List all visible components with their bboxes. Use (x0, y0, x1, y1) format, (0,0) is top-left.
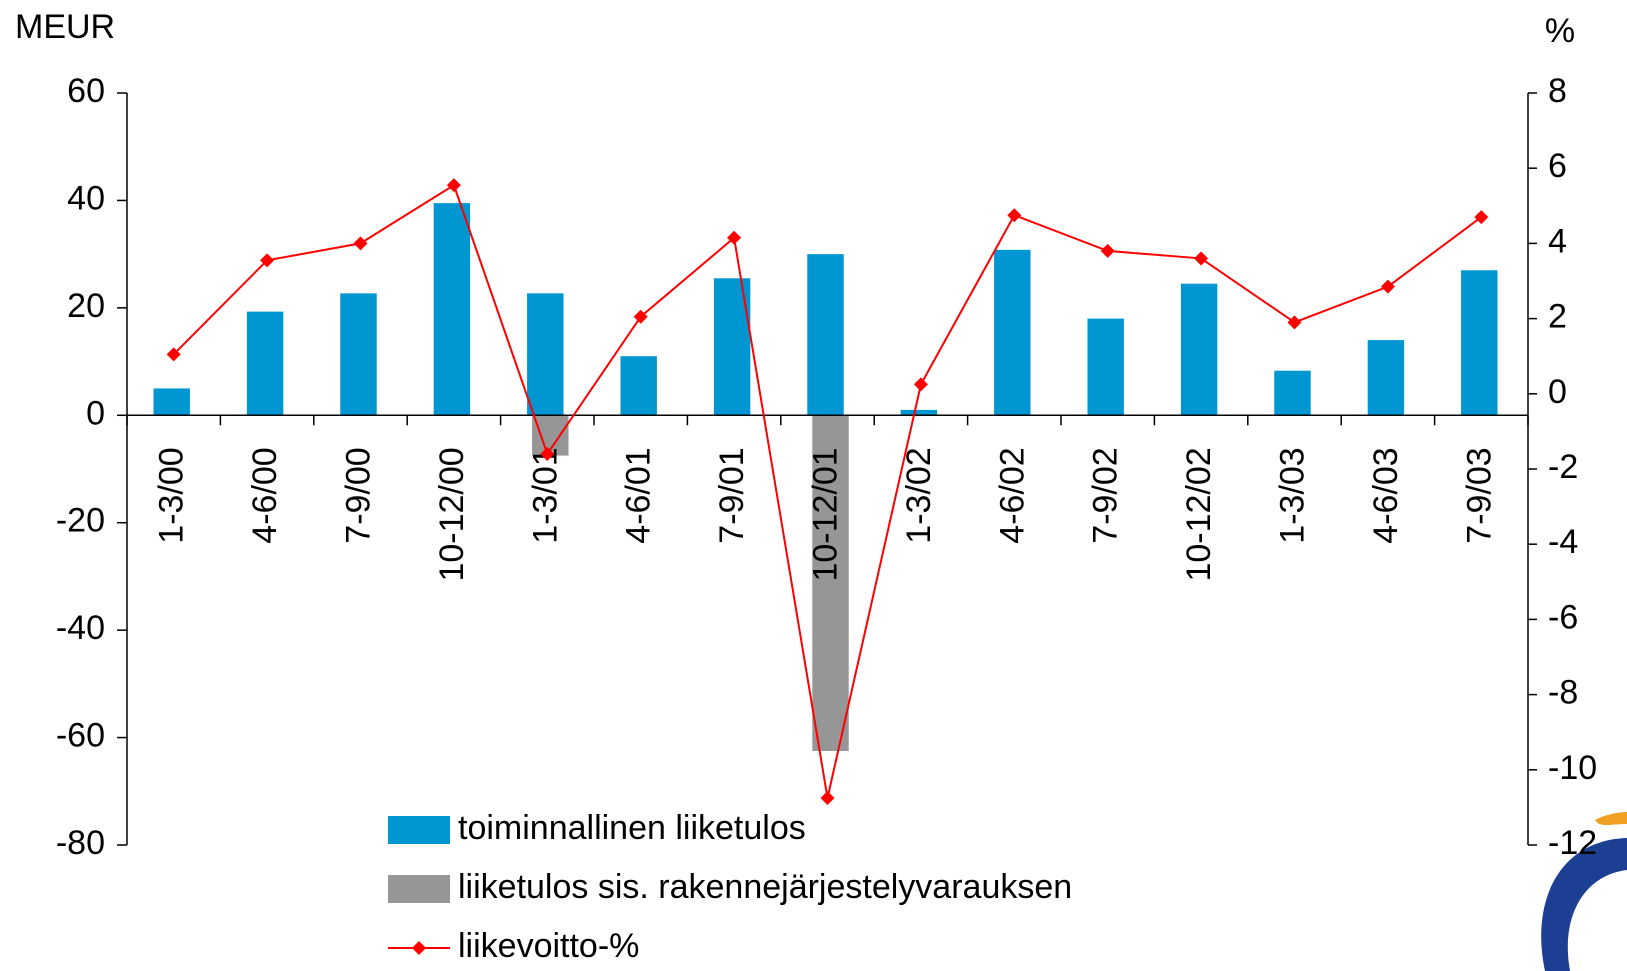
y2-axis-label: % (1545, 12, 1575, 50)
line-marker (727, 230, 742, 245)
bar (1087, 318, 1124, 416)
bar (340, 293, 377, 416)
y2-tick-label: 2 (1548, 298, 1567, 336)
y2-tick-label: -4 (1548, 523, 1578, 561)
line-marker (633, 309, 648, 324)
y2-tick-label: -10 (1548, 749, 1597, 787)
line-marker (1100, 243, 1115, 258)
x-tick-label: 4-6/01 (620, 447, 658, 543)
x-tick-label: 1-3/03 (1273, 447, 1311, 543)
y2-tick-label: 4 (1548, 222, 1567, 260)
bar (433, 203, 471, 416)
y-tick-label: -80 (56, 824, 105, 862)
legend-label: liikevoitto-% (458, 927, 639, 965)
line-marker (1007, 208, 1022, 223)
x-tick-label: 4-6/03 (1367, 447, 1405, 543)
x-tick-label: 7-9/02 (1087, 447, 1125, 543)
y-tick-label: 0 (86, 394, 105, 432)
x-tick-label: 1-3/02 (900, 447, 938, 543)
bar (527, 293, 564, 416)
line-marker (1194, 251, 1209, 266)
x-tick-label: 1-3/01 (526, 447, 564, 543)
x-tick-label: 7-9/01 (713, 447, 751, 543)
bar (1180, 283, 1218, 416)
line-marker (166, 347, 181, 362)
y2-tick-label: 6 (1548, 147, 1567, 185)
logo (1541, 812, 1627, 971)
line-marker (820, 791, 835, 805)
legend-swatch (412, 941, 426, 955)
bar (620, 356, 657, 416)
y2-tick-label: -2 (1548, 448, 1578, 486)
line-marker (1474, 210, 1489, 225)
y-axis-label: MEUR (15, 8, 115, 46)
x-tick-label: 7-9/00 (339, 447, 377, 543)
y2-tick-label: 8 (1548, 72, 1567, 110)
x-tick-label: 4-6/02 (993, 447, 1031, 543)
legend-label: toiminnallinen liiketulos (458, 809, 806, 847)
x-tick-label: 7-9/03 (1460, 447, 1498, 543)
y2-tick-label: 0 (1548, 373, 1567, 411)
legend-label: liiketulos sis. rakennejärjestelyvarauks… (458, 868, 1072, 906)
y-tick-label: 60 (67, 72, 105, 110)
bar (1274, 370, 1311, 416)
y-tick-label: -40 (56, 609, 105, 647)
x-tick-label: 1-3/00 (153, 447, 191, 543)
y2-tick-label: -6 (1548, 598, 1578, 636)
bar (994, 249, 1031, 416)
bar (900, 409, 938, 416)
x-tick-label: 10-12/02 (1180, 447, 1218, 581)
y-tick-label: 20 (67, 287, 105, 325)
line-marker (353, 236, 368, 251)
y-tick-label: 40 (67, 179, 105, 217)
y-tick-label: -20 (56, 502, 105, 540)
x-tick-label: 4-6/00 (246, 447, 284, 543)
line-marker (260, 253, 275, 268)
line-marker (540, 446, 555, 461)
bar (1367, 340, 1405, 416)
line-marker (1287, 315, 1302, 330)
line-marker (913, 377, 928, 392)
line-marker (446, 178, 461, 193)
bar (807, 254, 844, 416)
y2-tick-label: -8 (1548, 674, 1578, 712)
bar (812, 415, 849, 751)
legend-swatch (388, 816, 450, 844)
bar (153, 388, 190, 416)
bar (246, 311, 284, 416)
x-tick-label: 10-12/01 (806, 447, 844, 581)
x-tick-label: 10-12/00 (433, 447, 471, 581)
y-tick-label: -60 (56, 717, 105, 755)
line-marker (1380, 279, 1395, 294)
y2-tick-label: -12 (1548, 824, 1597, 862)
bar (1461, 270, 1498, 416)
legend-swatch (388, 875, 450, 903)
